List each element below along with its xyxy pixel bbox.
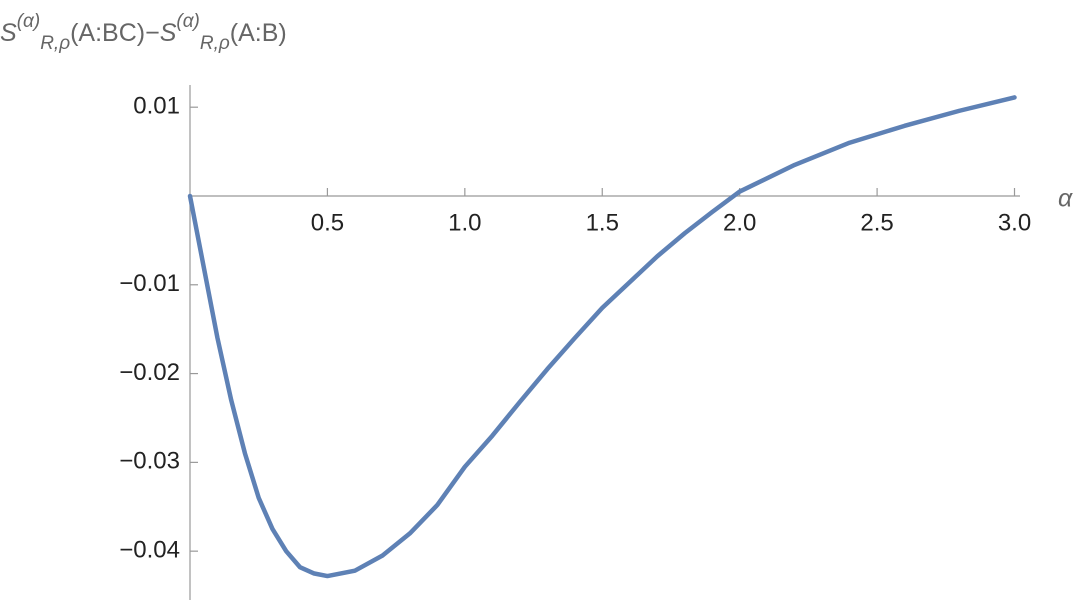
- label-part: S: [0, 19, 17, 47]
- x-tick-label: 2.5: [860, 209, 893, 236]
- label-part: (A:B): [230, 19, 287, 47]
- y-tick-label: −0.03: [119, 448, 180, 475]
- x-axis-label: α: [1058, 185, 1073, 213]
- label-part: R,ρ: [200, 33, 230, 54]
- label-part: S: [160, 19, 177, 47]
- label-part: R,ρ: [40, 33, 70, 54]
- label-part: (α): [17, 11, 41, 32]
- x-tick-label: 0.5: [311, 209, 344, 236]
- y-tick-label: −0.04: [119, 537, 180, 564]
- y-tick-label: −0.01: [119, 270, 180, 297]
- x-tick-label: 1.0: [448, 209, 481, 236]
- label-part: (A:BC)−: [70, 19, 160, 47]
- y-axis-label: S(α)R,ρ(A:BC)−S(α)R,ρ(A:B): [0, 11, 287, 54]
- y-tick-label: 0.01: [133, 93, 180, 120]
- data-line: [187, 95, 1017, 579]
- x-tick-label: 1.5: [586, 209, 619, 236]
- x-tick-label: 2.0: [723, 209, 756, 236]
- y-tick-label: −0.02: [119, 359, 180, 386]
- x-tick-label: 3.0: [998, 209, 1031, 236]
- label-part: (α): [176, 11, 200, 32]
